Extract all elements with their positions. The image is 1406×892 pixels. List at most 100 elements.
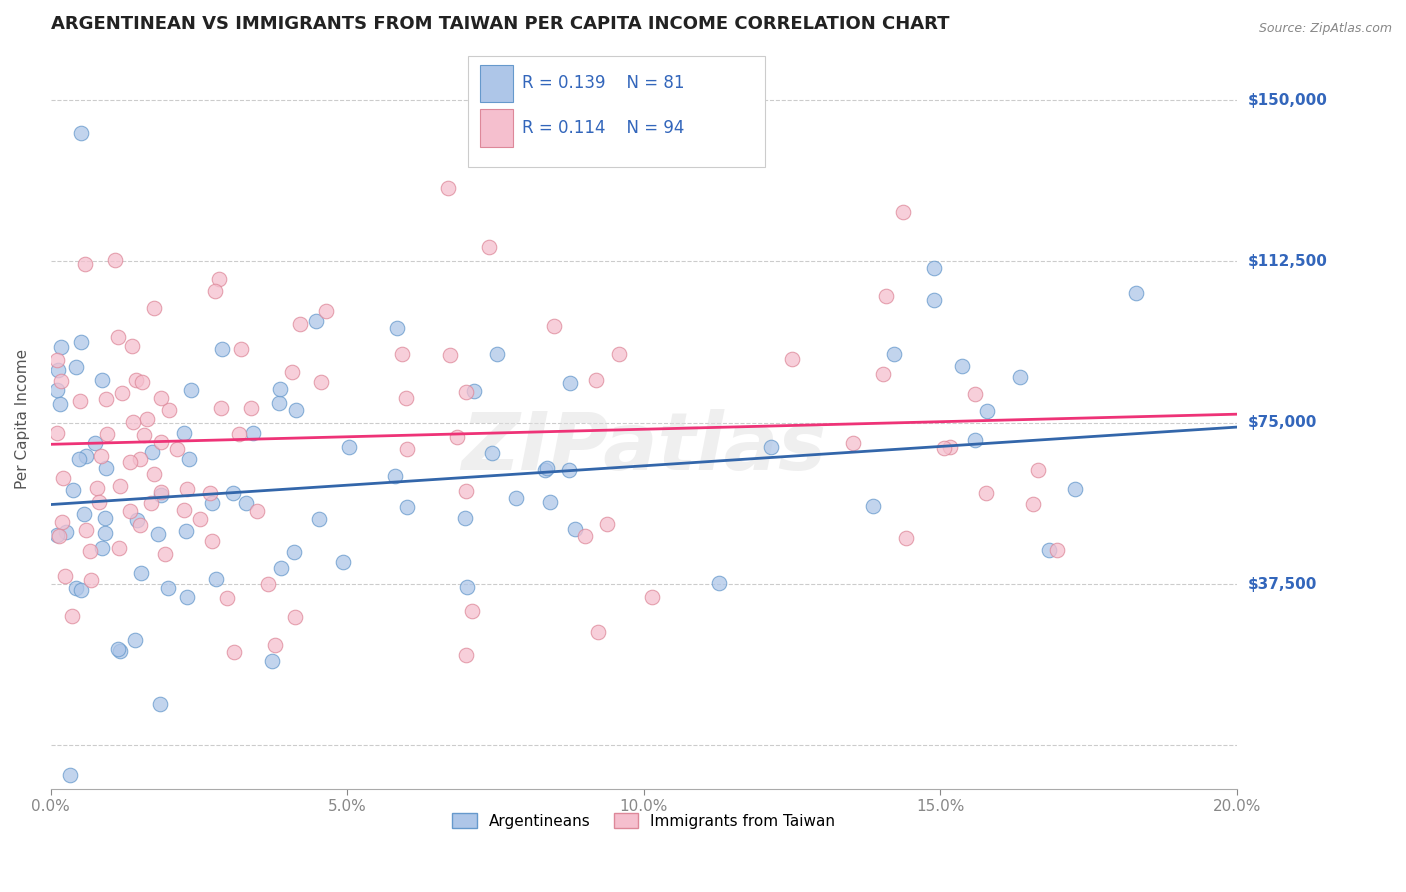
Point <box>157 581 180 595</box>
Text: $150,000: $150,000 <box>1249 93 1327 108</box>
Point <box>204 284 226 298</box>
Point <box>149 435 172 450</box>
Point <box>875 289 897 303</box>
Point <box>79 573 101 587</box>
Point <box>924 293 946 308</box>
Point <box>209 401 232 415</box>
Point <box>166 442 188 456</box>
Point <box>211 343 233 357</box>
Point <box>536 461 558 475</box>
Text: $75,000: $75,000 <box>1249 416 1317 430</box>
Point <box>264 638 287 652</box>
Point <box>240 401 263 415</box>
Point <box>96 427 118 442</box>
Point <box>45 426 67 441</box>
Point <box>173 503 195 517</box>
Point <box>84 436 107 450</box>
Point <box>270 560 292 574</box>
Point <box>142 467 165 481</box>
Point <box>108 479 131 493</box>
Point <box>75 523 97 537</box>
Point <box>396 442 419 457</box>
Point <box>104 252 127 267</box>
Point <box>201 496 224 510</box>
Point <box>90 449 112 463</box>
Point <box>395 500 418 514</box>
Point <box>481 446 503 460</box>
Point <box>454 385 477 400</box>
Point <box>79 544 101 558</box>
Point <box>70 582 93 597</box>
Point <box>391 347 413 361</box>
Point <box>69 126 91 140</box>
Point <box>1008 369 1031 384</box>
Point <box>976 404 998 418</box>
Point <box>51 515 73 529</box>
Text: $112,500: $112,500 <box>1249 254 1327 268</box>
Point <box>176 482 198 496</box>
Point <box>141 444 163 458</box>
Point <box>932 442 955 456</box>
Point <box>534 463 557 477</box>
Text: ZIPatlas: ZIPatlas <box>461 409 827 487</box>
Point <box>780 352 803 367</box>
Point <box>188 512 211 526</box>
Point <box>49 340 72 354</box>
Point <box>332 555 354 569</box>
Point <box>309 375 332 389</box>
Point <box>131 375 153 389</box>
Point <box>48 397 70 411</box>
Point <box>96 460 118 475</box>
Point <box>201 533 224 548</box>
Point <box>231 342 253 356</box>
Point <box>222 645 245 659</box>
Point <box>174 524 197 538</box>
Point <box>281 365 304 379</box>
Point <box>952 359 974 374</box>
Point <box>883 346 905 360</box>
Point <box>73 508 96 522</box>
Point <box>242 425 264 440</box>
Point <box>1125 285 1147 300</box>
Point <box>1063 482 1085 496</box>
Point <box>939 440 962 454</box>
Point <box>1022 496 1045 510</box>
Point <box>560 376 582 391</box>
Point <box>107 642 129 657</box>
Point <box>456 580 478 594</box>
Point <box>75 449 97 463</box>
Point <box>384 469 406 483</box>
Text: R = 0.114    N = 94: R = 0.114 N = 94 <box>522 119 683 136</box>
Point <box>486 347 509 361</box>
Point <box>121 339 143 353</box>
Point <box>45 528 67 542</box>
Point <box>55 524 77 539</box>
Point <box>208 272 231 286</box>
Point <box>205 572 228 586</box>
Point <box>150 487 173 501</box>
Point <box>45 353 67 368</box>
Point <box>305 314 328 328</box>
Point <box>118 455 141 469</box>
Point <box>108 541 131 555</box>
Point <box>198 486 221 500</box>
Point <box>217 591 239 605</box>
Point <box>87 495 110 509</box>
Point <box>53 569 76 583</box>
Point <box>1038 543 1060 558</box>
Point <box>337 440 360 454</box>
Point <box>157 403 180 417</box>
Point <box>454 483 477 498</box>
Point <box>136 412 159 426</box>
Point <box>439 348 461 362</box>
Text: Source: ZipAtlas.com: Source: ZipAtlas.com <box>1258 22 1392 36</box>
Point <box>267 396 290 410</box>
Point <box>446 430 468 444</box>
Point <box>120 504 142 518</box>
Point <box>129 566 152 580</box>
Point <box>540 495 562 509</box>
Point <box>974 485 997 500</box>
Point <box>125 373 148 387</box>
Text: ARGENTINEAN VS IMMIGRANTS FROM TAIWAN PER CAPITA INCOME CORRELATION CHART: ARGENTINEAN VS IMMIGRANTS FROM TAIWAN PE… <box>51 15 949 33</box>
Point <box>52 471 75 485</box>
